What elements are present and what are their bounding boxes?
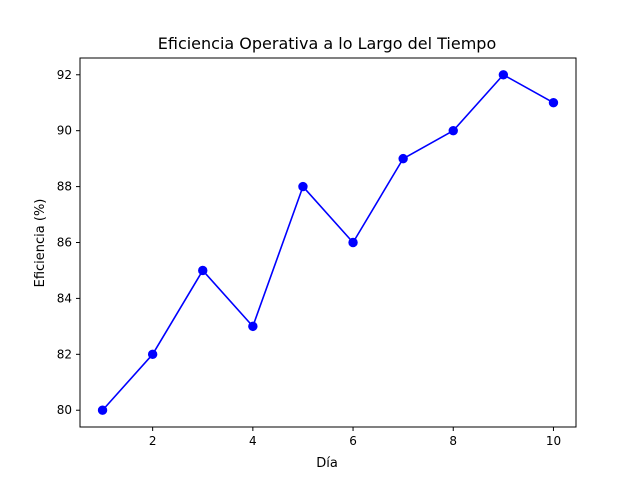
data-point xyxy=(548,98,559,108)
series-line xyxy=(101,73,554,411)
x-tick-label: 6 xyxy=(349,434,357,448)
data-point xyxy=(348,237,358,248)
x-tick-label: 10 xyxy=(546,434,561,448)
data-point xyxy=(147,349,158,360)
y-tick-label: 88 xyxy=(57,180,72,194)
y-tick-label: 84 xyxy=(57,291,72,305)
data-point xyxy=(298,181,308,192)
y-tick-label: 80 xyxy=(57,403,72,417)
y-tick-label: 92 xyxy=(57,68,72,82)
data-point xyxy=(97,405,108,415)
plot-area: 2 4 6 8 10 80 82 84 86 88 90 92 xyxy=(57,57,577,448)
y-axis-label: Eficiencia (%) xyxy=(33,199,48,288)
axes-frame xyxy=(79,57,577,428)
x-axis-label: Día xyxy=(316,456,338,471)
y-tick-label: 86 xyxy=(57,236,72,250)
data-point xyxy=(448,125,458,136)
x-tick-label: 4 xyxy=(249,434,257,448)
x-tick-label: 2 xyxy=(149,434,157,448)
data-point xyxy=(498,70,509,80)
y-tick-label: 82 xyxy=(57,347,72,361)
x-tick-label: 8 xyxy=(449,434,457,448)
data-point xyxy=(398,153,408,164)
y-tick-label: 90 xyxy=(57,124,72,138)
chart-title: Eficiencia Operativa a lo Largo del Tiem… xyxy=(158,34,497,53)
data-point xyxy=(248,321,258,332)
data-point xyxy=(198,265,208,276)
